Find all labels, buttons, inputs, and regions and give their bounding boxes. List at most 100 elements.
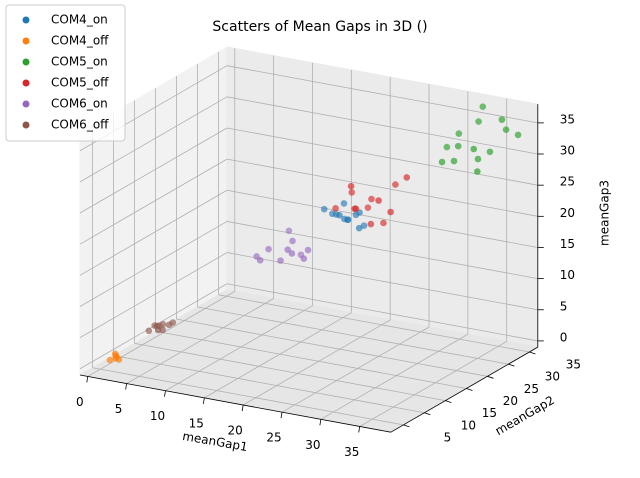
point [392,181,399,188]
point [288,250,296,257]
grid-line [204,312,352,399]
z-axis-label: meanGap3 [598,180,612,246]
x-tick-label: 30 [305,438,320,452]
point [329,210,336,218]
point [106,356,114,364]
x-tick [125,383,128,390]
x-tick-label: 15 [189,416,204,430]
z-tick-label: 30 [560,144,575,158]
point [285,227,293,235]
point [474,168,481,175]
point [479,103,487,110]
legend-label: COM6_off [51,118,109,132]
point [351,205,358,213]
x-tick-label: 5 [115,402,123,416]
grid-line [226,65,538,124]
point [486,148,494,156]
points [106,103,522,364]
point [375,197,382,204]
z-tick-label: 0 [560,330,568,344]
grid-line [79,221,228,307]
legend-label: COM4_on [51,13,108,27]
point [352,211,360,219]
legend-marker [22,100,30,108]
grid-line [197,306,509,365]
legend-box [5,4,126,142]
grid-line [226,127,538,186]
x-tick [202,397,205,404]
grid-line [79,252,228,338]
point [380,219,387,227]
point [514,131,522,139]
grid-line [155,330,467,389]
point [474,155,482,163]
legend-marker [22,58,30,66]
legend-marker [22,79,30,87]
point [151,322,158,329]
point [165,321,173,329]
z-tick-label: 25 [560,175,575,189]
legend-label: COM4_off [51,34,109,48]
chart-title: Scatters of Mean Gaps in 3D () [212,19,427,35]
x-tick-label: 20 [228,424,243,438]
point [368,195,375,203]
y-tick [403,424,410,428]
x-tick [319,419,322,426]
legend-label: COM5_on [51,55,108,69]
point [364,204,372,211]
panes [78,46,540,433]
point [340,215,348,223]
y-tick-label: 20 [503,394,518,408]
point [403,174,411,181]
grid-line [218,294,530,353]
grid-line [176,318,488,377]
grid-line [134,343,446,402]
grid-line [113,355,425,414]
point [154,326,162,334]
z-tick-label: 5 [560,299,568,313]
point [277,257,284,264]
y-axis-line [390,346,539,433]
x-tick-label: 25 [266,431,281,445]
x-axis-line [79,374,391,433]
y-tick-label: 25 [524,382,539,396]
point [470,145,478,153]
x-tick [86,376,89,383]
grid-line [242,319,391,406]
y-tick-label: 15 [482,406,497,420]
point [387,208,394,216]
y-tick [529,351,536,355]
z-tick-label: 20 [560,206,575,220]
z-tick-label: 35 [560,112,575,126]
point [347,182,355,190]
legend-label: COM5_off [51,76,109,90]
grid-line [226,221,538,280]
grid-line [226,158,538,217]
legend-marker [22,37,30,45]
legend-marker [22,121,30,129]
x-tick-label: 35 [344,445,359,459]
grid-line [79,189,228,276]
y-tick-label: 35 [566,358,581,372]
point [256,256,264,264]
point [454,142,462,150]
y-tick [424,412,431,416]
point [502,126,510,133]
grid-line [79,158,228,245]
grid-line [226,96,538,155]
point [438,158,446,166]
legend: COM4_on COM4_off COM5_on COM5_off COM6_on COM… [5,4,126,142]
point [265,245,272,253]
point [332,204,339,212]
x-tick-label: 0 [76,395,84,409]
grid-line [92,367,404,426]
point [304,246,312,254]
point [355,224,363,232]
x-tick [280,412,283,419]
point [348,189,356,196]
grid-line [79,127,228,214]
point [367,220,375,228]
grid-line [79,96,228,183]
point [455,130,463,137]
y-tick-label: 30 [545,370,560,384]
